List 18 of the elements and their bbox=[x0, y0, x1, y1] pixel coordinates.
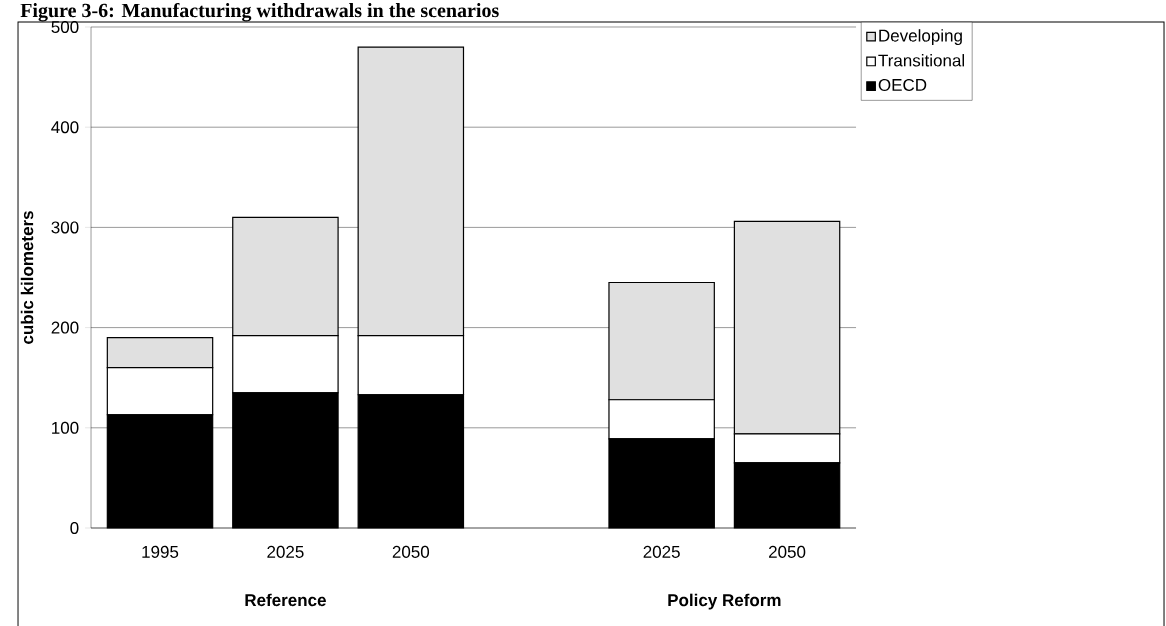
chart-title: Figure 3-6: Manufacturing withdrawals in the scenarios bbox=[20, 2, 499, 22]
legend-label: Developing bbox=[879, 29, 962, 46]
legend-label: OECD bbox=[878, 78, 927, 91]
y-tick-label: 100 bbox=[52, 421, 79, 434]
y-axis-title: cubic kilometers bbox=[20, 211, 34, 344]
x-tick-label: 2050 bbox=[769, 545, 806, 558]
y-tick-label: 0 bbox=[70, 521, 79, 535]
text: Policy Reform bbox=[668, 593, 781, 610]
y-tick-label: 300 bbox=[51, 221, 79, 234]
legend-label: Transitional bbox=[878, 54, 965, 67]
y-tick-label: 500 bbox=[51, 20, 79, 34]
x-tick-label: 2025 bbox=[643, 545, 680, 558]
x-tick-label: 2025 bbox=[267, 545, 304, 558]
y-tick-label: 200 bbox=[51, 321, 79, 334]
x-tick-label: 2050 bbox=[392, 545, 430, 558]
x-tick-label: 1995 bbox=[142, 545, 179, 558]
text: Reference bbox=[245, 593, 326, 607]
y-tick-label: 400 bbox=[51, 121, 79, 134]
